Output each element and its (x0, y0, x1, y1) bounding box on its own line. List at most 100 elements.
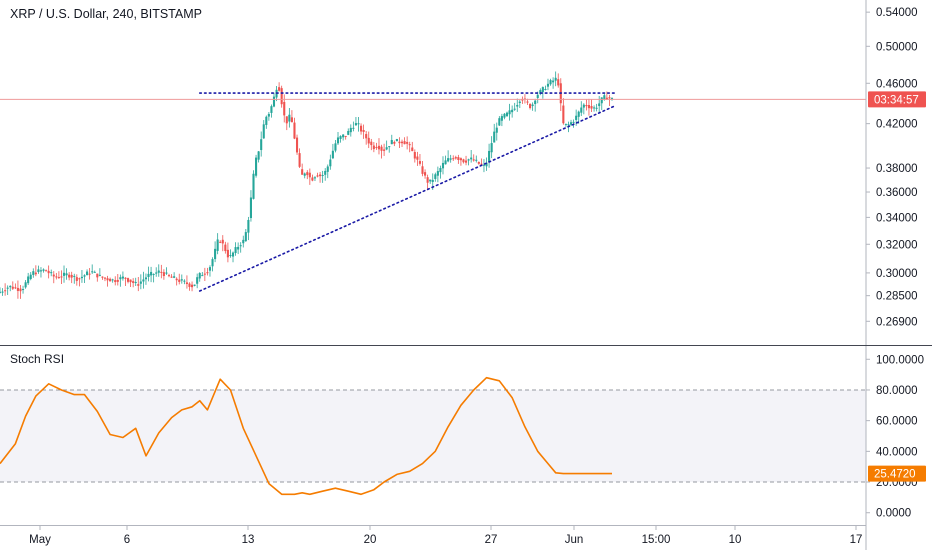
candle (183, 279, 186, 285)
candle (137, 277, 140, 292)
candle (65, 268, 68, 280)
candle (157, 264, 160, 277)
candle (0, 287, 2, 294)
candle (303, 172, 306, 179)
candle (185, 275, 188, 289)
candle (326, 164, 329, 179)
candle (585, 99, 588, 111)
candle (231, 251, 235, 263)
candle (298, 148, 301, 168)
rsi-tick: 80.0000 (866, 385, 918, 397)
candle (503, 113, 506, 120)
candle (511, 105, 514, 118)
candle (165, 267, 168, 275)
time-axis[interactable]: May 6 13 20 27 Jun 15:00 10 17 (29, 526, 862, 546)
candle (459, 157, 462, 166)
candle (485, 157, 488, 171)
candle (475, 155, 478, 163)
support-trendline[interactable] (198, 105, 616, 292)
candle (372, 142, 375, 153)
candle (595, 103, 598, 112)
rsi-tick: 100.0000 (866, 354, 924, 366)
candle (167, 273, 171, 278)
candle (83, 274, 86, 283)
candle (60, 270, 63, 285)
price-axis[interactable]: 0.54000 0.50000 0.46000 0.42000 0.38000 0.360… (866, 7, 926, 328)
candle (208, 265, 212, 277)
svg-text:100.0000: 100.0000 (876, 354, 924, 366)
candle (367, 131, 370, 149)
candle (214, 241, 217, 263)
candle (482, 159, 486, 173)
candle (221, 235, 224, 252)
candle (295, 134, 299, 155)
rsi-axis[interactable]: 100.000080.000060.000040.000020.00000.00… (866, 354, 926, 520)
candle (319, 172, 322, 183)
candle (247, 216, 250, 241)
candle (27, 272, 30, 286)
candle (449, 154, 452, 163)
candle (50, 269, 53, 277)
candle (331, 143, 334, 160)
candle (508, 103, 511, 121)
svg-text:40.0000: 40.0000 (876, 446, 918, 458)
candle (132, 278, 135, 288)
candle (362, 124, 365, 139)
candle (408, 141, 411, 153)
svg-text:0.36000: 0.36000 (876, 187, 918, 199)
candle (70, 271, 73, 284)
candle (201, 272, 204, 277)
candle (29, 272, 32, 281)
candle (229, 249, 232, 258)
svg-text:27: 27 (485, 534, 498, 546)
time-tick: 27 (485, 526, 498, 546)
candle (114, 276, 117, 286)
candle (249, 190, 252, 222)
candle (124, 277, 127, 286)
candle (505, 111, 509, 118)
candle (196, 273, 199, 289)
price-tick: 0.32000 (866, 239, 918, 251)
candle (178, 273, 181, 285)
price-pane[interactable] (0, 71, 866, 299)
candle (155, 267, 158, 277)
stoch-rsi-line[interactable] (0, 376, 612, 496)
candle (518, 100, 521, 108)
svg-text:17: 17 (850, 534, 863, 546)
candle (580, 101, 583, 117)
candle (342, 134, 345, 141)
candle (383, 143, 386, 156)
candle (272, 92, 276, 108)
candle (554, 71, 557, 87)
svg-text:0.38000: 0.38000 (876, 163, 918, 175)
candle (429, 179, 432, 184)
candle (78, 277, 81, 287)
candle (544, 85, 547, 91)
indicator-title: Stoch RSI (8, 351, 67, 367)
candle (534, 98, 537, 112)
candle (73, 273, 76, 284)
candle (129, 279, 132, 287)
candle (467, 158, 470, 166)
candle (86, 269, 89, 276)
candle (96, 273, 99, 282)
candle (557, 73, 560, 88)
candle (219, 240, 222, 244)
rsi-tick: 0.0000 (866, 508, 911, 520)
price-tick: 0.34000 (866, 212, 918, 224)
candle (170, 274, 173, 278)
price-tick: 0.36000 (866, 187, 918, 199)
candle (370, 138, 373, 151)
candle (436, 166, 439, 183)
candle (470, 150, 473, 163)
candle (267, 112, 270, 121)
candle (498, 116, 501, 126)
svg-text:25.4720: 25.4720 (874, 469, 916, 481)
candle (80, 269, 83, 283)
candle (388, 146, 391, 153)
candle (354, 117, 357, 126)
candle (447, 150, 450, 163)
stoch-rsi-pane[interactable] (0, 376, 866, 496)
candle (513, 102, 516, 111)
